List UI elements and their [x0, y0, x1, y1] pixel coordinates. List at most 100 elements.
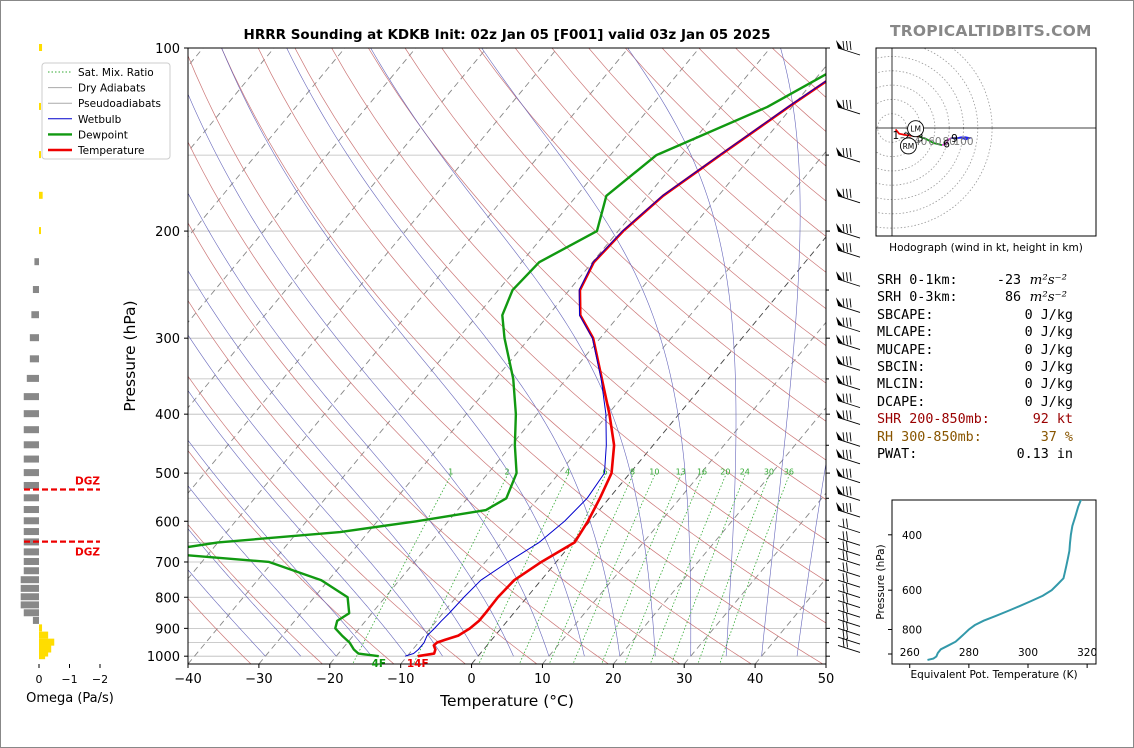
stat-number: 0 J/kg: [1024, 307, 1073, 323]
stat-number: 92 kt: [1032, 412, 1073, 428]
mixing-ratio-line: [572, 472, 656, 664]
stat-value: 0 J/kg: [1025, 342, 1073, 359]
isotherm-line: [400, 150, 826, 664]
mixing-ratio-line: [671, 472, 747, 664]
pseudoadiabat: [188, 390, 408, 657]
omega-bar: [20, 601, 39, 609]
wind-barb: [837, 638, 861, 653]
omega-bar: [20, 576, 39, 584]
x-tick-label: 0: [467, 672, 475, 687]
stat-row: SRH 0-3km: 86 m²s⁻²: [877, 289, 1073, 306]
stat-unit: m²s⁻²: [1021, 273, 1067, 288]
mixing-ratio-line: [548, 472, 635, 664]
stat-number: 37 %: [1040, 429, 1073, 445]
pseudoadiabat: [188, 270, 479, 657]
dgz-label: DGZ: [75, 475, 100, 487]
mixing-ratio-label: 36: [784, 468, 794, 477]
omega-bar: [23, 567, 39, 575]
wind-barb: [836, 297, 861, 313]
omega-bar: [39, 102, 41, 110]
wind-barb: [837, 612, 861, 627]
omega-bar: [39, 631, 49, 639]
pseudoadiabat: [188, 569, 266, 657]
mixing-ratio-line: [352, 472, 453, 664]
stat-row: SBCAPE: 0 J/kg: [877, 307, 1073, 324]
omega-bar: [23, 494, 39, 502]
mixing-ratio-label: 20: [720, 468, 730, 477]
isotherm-line: [188, 48, 629, 580]
x-tick-label: 10: [534, 672, 551, 687]
dry-adiabat: [514, 48, 826, 347]
dry-adiabat: [257, 48, 826, 624]
hodograph-frame: [875, 47, 1097, 237]
wind-barb: [837, 573, 861, 588]
wind-barb: [837, 518, 861, 534]
omega-bar: [29, 334, 39, 342]
omega-bar: [39, 191, 43, 199]
pseudoadiabat: [188, 192, 514, 657]
legend-box: [41, 62, 171, 160]
wind-barb: [836, 316, 861, 333]
isotherm-line: [683, 492, 826, 664]
series-temperature-line: [417, 79, 826, 658]
hodograph-height-label: 1: [893, 130, 900, 142]
wind-barb: [836, 392, 861, 409]
stats-panel: SRH 0-1km: -23 m²s⁻² SRH 0-3km: 86 m²s⁻² SBC…: [877, 272, 1073, 463]
storm-motion-marker: [907, 120, 925, 138]
hodograph-caption: Hodograph (wind in kt, height in km): [889, 242, 1083, 254]
omega-bar: [39, 44, 43, 51]
storm-motion-marker: [899, 137, 917, 155]
stat-number: 86: [1004, 290, 1022, 306]
wind-barb: [837, 531, 861, 546]
omega-tick-label: −2: [92, 673, 108, 686]
stat-value: 37 %: [1041, 429, 1073, 446]
stat-value: 0 J/kg: [1025, 376, 1073, 393]
hodograph-ring-label: 60: [928, 136, 941, 148]
dry-adiabat: [404, 48, 826, 461]
wind-barb: [836, 187, 861, 204]
wind-barb: [836, 242, 861, 258]
legend: Sat. Mix. Ratio Dry Adiabats Pseudoadiabat…: [41, 62, 171, 160]
wind-barb: [837, 603, 861, 618]
stat-value: 86 m²s⁻²: [1005, 289, 1067, 306]
y-tick-label: 400: [155, 408, 180, 423]
stat-value: 0 J/kg: [1025, 307, 1073, 324]
hodograph-height-label: 2: [903, 132, 910, 144]
dry-adiabat: [188, 524, 323, 664]
isotherm-line: [471, 236, 826, 664]
wind-barb: [836, 147, 861, 163]
dry-adiabat: [478, 48, 826, 384]
x-tick-label: −30: [245, 672, 272, 687]
omega-bar: [23, 609, 39, 617]
wind-barb: [837, 629, 861, 645]
omega-axis-title: Omega (Pa/s): [26, 691, 114, 706]
omega-bar: [32, 286, 39, 294]
omega-bar: [39, 227, 41, 235]
stat-number: 0.13 in: [1016, 446, 1073, 462]
stat-label: MLCIN:: [877, 377, 926, 393]
mixing-ratio-line: [412, 472, 509, 664]
stat-row: MUCAPE: 0 J/kg: [877, 342, 1073, 359]
series-dewpoint-line: [188, 72, 826, 658]
legend-label: Temperature: [77, 145, 145, 157]
omega-bar: [23, 506, 39, 514]
dry-adiabat: [188, 299, 538, 664]
isotherm-line: [612, 407, 826, 664]
hodograph-height-label: 3: [917, 132, 924, 144]
omega-bar: [23, 393, 39, 401]
pseudoadiabat: [627, 48, 737, 657]
omega-bar: [20, 584, 39, 592]
stat-value: 0 J/kg: [1025, 394, 1073, 411]
x-tick-label: 30: [676, 672, 693, 687]
pseudoadiabat: [370, 48, 656, 657]
stat-row: PWAT: 0.13 in: [877, 446, 1073, 463]
surface-dewpoint-label: 4F: [372, 658, 386, 670]
legend-label: Dewpoint: [78, 129, 128, 141]
dry-adiabat: [188, 141, 681, 664]
stat-label: DCAPE:: [877, 394, 926, 410]
hodograph-grid: [876, 48, 1096, 236]
stat-value: 0.13 in: [1017, 446, 1073, 463]
hodograph-ring-label: 40: [914, 136, 927, 148]
surface-temp-label: 14F: [407, 658, 429, 670]
